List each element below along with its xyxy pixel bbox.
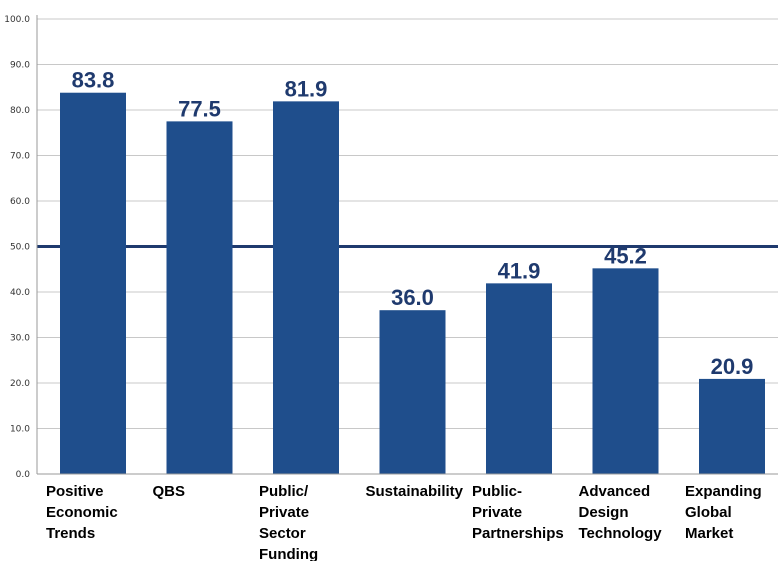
y-tick-label: 50.0 xyxy=(10,243,30,253)
bar-value-label: 81.9 xyxy=(285,76,328,101)
y-tick-label: 70.0 xyxy=(10,152,30,162)
y-tick-label: 80.0 xyxy=(10,106,30,116)
category-label: Design xyxy=(579,504,629,521)
category-label: Expanding xyxy=(685,483,762,500)
category-label: Sustainability xyxy=(366,483,464,500)
category-label: Technology xyxy=(579,525,663,542)
bar xyxy=(699,378,765,474)
bar-value-label: 45.2 xyxy=(604,243,647,268)
y-tick-label: 100.0 xyxy=(4,15,30,25)
bar xyxy=(486,283,552,474)
category-label: Sector xyxy=(259,525,306,542)
bar-value-label: 83.8 xyxy=(72,68,115,93)
bar-value-label: 41.9 xyxy=(498,258,541,283)
category-label: Market xyxy=(685,525,733,542)
y-tick-label: 60.0 xyxy=(10,197,30,207)
category-label: Public- xyxy=(472,483,522,500)
bar-value-label: 20.9 xyxy=(711,354,754,379)
category-label: Public/ xyxy=(259,483,309,500)
category-label: Partnerships xyxy=(472,525,564,542)
y-tick-label: 40.0 xyxy=(10,288,30,298)
category-label: Funding xyxy=(259,546,318,561)
bar xyxy=(166,121,233,474)
y-tick-label: 0.0 xyxy=(16,470,31,480)
category-label: Private xyxy=(472,504,522,521)
category-label: Private xyxy=(259,504,309,521)
y-axis-ticks: 0.0 10.0 20.0 30.0 40.0 50.0 60.0 70.0 80.0 90.0 1… xyxy=(4,15,30,480)
bar xyxy=(379,310,446,474)
category-labels: Positive Economic Trends QBS Public/Private S… xyxy=(46,483,762,561)
y-tick-label: 20.0 xyxy=(10,379,30,389)
value-labels: 83.8 77.5 81.9 36.0 41.9 45.2 20.9 xyxy=(72,68,754,379)
category-label: Advanced xyxy=(579,483,651,500)
bars xyxy=(60,92,765,475)
category-label: QBS xyxy=(153,483,186,500)
category-label: Economic xyxy=(46,504,118,521)
bar xyxy=(60,92,126,475)
category-label: Global xyxy=(685,504,732,521)
bar xyxy=(273,101,339,474)
bar xyxy=(592,268,659,474)
category-label: Trends xyxy=(46,525,95,542)
y-tick-label: 30.0 xyxy=(10,334,30,344)
y-tick-label: 10.0 xyxy=(10,425,30,435)
bar-value-label: 36.0 xyxy=(391,285,434,310)
y-tick-label: 90.0 xyxy=(10,61,30,71)
axes xyxy=(36,15,778,475)
category-label: Positive xyxy=(46,483,104,500)
bar-value-label: 77.5 xyxy=(178,96,221,121)
